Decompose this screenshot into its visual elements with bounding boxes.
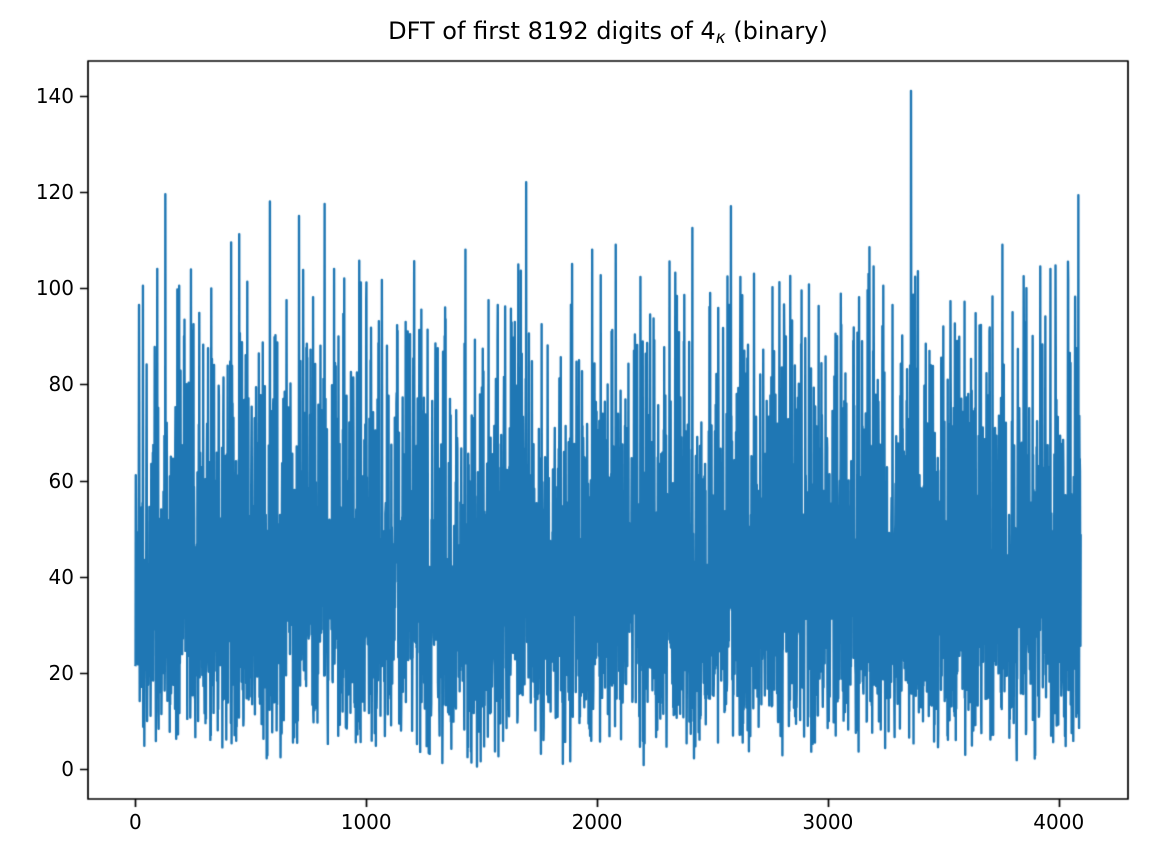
dft-line-chart-canvas — [0, 0, 1149, 864]
figure: DFT of first 8192 digits of 4κ (binary) … — [0, 0, 1149, 864]
